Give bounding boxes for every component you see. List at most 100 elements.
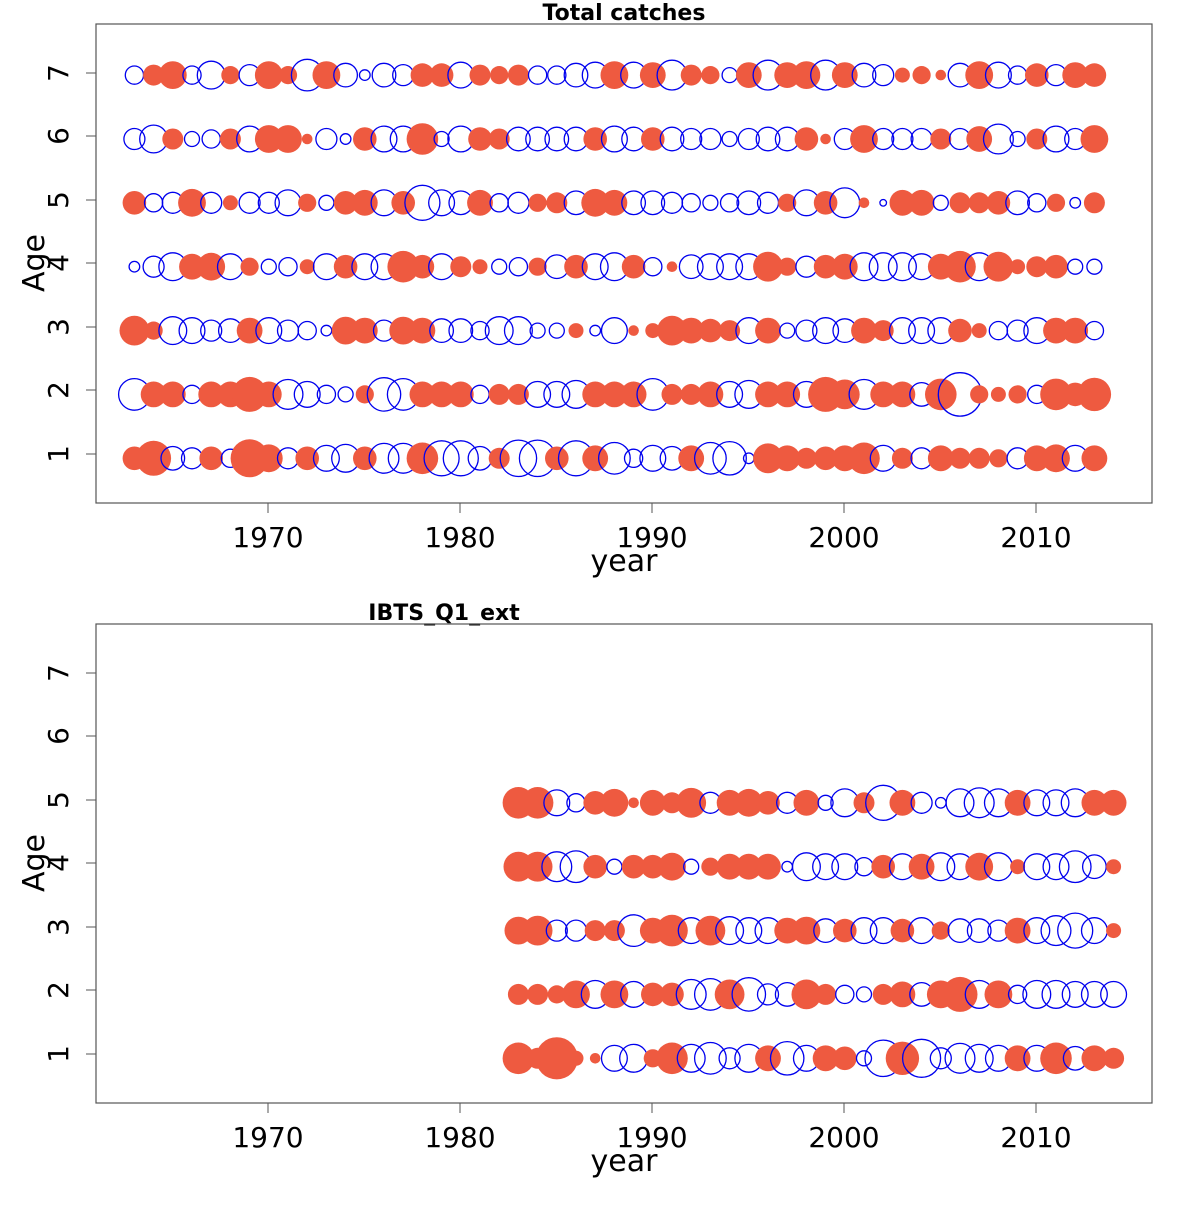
bubble-positive (1040, 1042, 1072, 1075)
bubble-negative (128, 260, 141, 273)
x-axis: 1970 1980 1990 2000 2010 year (232, 1102, 1072, 1179)
bubble-positive (528, 257, 547, 276)
bubble-negative (901, 1038, 942, 1078)
bubble-negative (1067, 258, 1084, 275)
bubble-positive (774, 445, 801, 472)
bubble-negative (910, 791, 933, 814)
bubble-positive (666, 261, 678, 273)
y-tick-label: 3 (42, 918, 75, 936)
bubble-positive (178, 188, 206, 217)
bubble-positive (1081, 445, 1108, 472)
bubble-positive (1042, 444, 1070, 473)
bubble-positive (488, 447, 510, 469)
bubble-negative (358, 69, 371, 82)
x-tick-label: 2010 (1000, 521, 1071, 554)
bubble-positive (564, 254, 588, 279)
bubble-positive (353, 127, 377, 151)
y-tick-label: 2 (42, 981, 75, 999)
bubble-positive (601, 381, 628, 408)
bubble-positive (312, 61, 341, 89)
bubble-negative (366, 377, 402, 412)
bubble-positive (848, 442, 880, 475)
bubble-positive (219, 128, 241, 150)
bubble-negative (702, 194, 719, 211)
bubble-negative (589, 324, 602, 337)
bubble-negative (563, 62, 589, 88)
bubble-positive (948, 318, 972, 343)
bubble-negative (721, 130, 738, 148)
bubble-negative (735, 917, 763, 945)
bubble-negative (888, 317, 916, 345)
bubble-positive (1083, 192, 1105, 214)
bubble-negative (721, 66, 738, 84)
bubble-positive (620, 381, 647, 408)
bubble-negative (1086, 258, 1103, 275)
bubble-positive (774, 917, 801, 944)
bubble-positive (119, 315, 150, 346)
panel-total-catches: Total catches 1970 1980 1990 2000 2010 y… (17, 1, 1153, 579)
bubble-negative (547, 65, 567, 85)
bubble-negative (716, 380, 744, 408)
bubble-negative (872, 63, 895, 87)
x-tick-label: 1990 (616, 521, 687, 554)
bubble-negative (1007, 984, 1028, 1005)
bubble-negative (623, 448, 644, 469)
bubble-negative (849, 252, 879, 282)
bubble-negative (675, 978, 707, 1010)
bubble-negative (200, 191, 223, 214)
bubble-positive (891, 447, 913, 469)
bubble-negative (693, 1041, 727, 1075)
bubble-positive (645, 323, 661, 339)
bubble-negative (719, 193, 740, 213)
bubble-positive (527, 983, 549, 1005)
bubble-positive (298, 193, 317, 212)
bubble-negative (1040, 915, 1072, 947)
bubble-negative (736, 190, 762, 216)
bubble-positive (755, 381, 781, 408)
bubble-negative (1084, 320, 1105, 341)
bubble-negative (683, 858, 700, 875)
bubble-negative (1022, 979, 1052, 1009)
bubble-negative (678, 254, 704, 280)
bubble-negative (1058, 850, 1092, 884)
bubble-negative (1023, 853, 1051, 881)
bubble-positive (792, 61, 821, 89)
bubble-positive (930, 128, 952, 150)
bubble-positive (661, 383, 683, 405)
bubble-positive (656, 914, 688, 947)
bubble-positive (793, 789, 820, 816)
bubble-negative (339, 133, 352, 145)
bubble-negative (795, 319, 818, 342)
bubble-positive (1004, 789, 1031, 816)
bubble-positive (450, 256, 472, 278)
y-tick-label: 5 (42, 191, 75, 209)
bubble-positive (968, 192, 990, 214)
bubble-negative (851, 62, 877, 88)
bubble-positive (621, 854, 646, 879)
x-tick-label: 1980 (424, 521, 495, 554)
bubble-positive (583, 791, 607, 815)
bubble-positive (871, 854, 895, 879)
y-tick-label: 2 (42, 381, 75, 399)
bubble-positive (621, 254, 646, 279)
bubble-positive (1077, 377, 1112, 412)
bubble-positive (406, 123, 439, 155)
bubble-positive (639, 789, 666, 816)
bubble-negative (600, 1044, 628, 1072)
bubble-negative (260, 258, 277, 275)
bubble-negative (984, 61, 1012, 89)
bubble-negative (742, 452, 755, 465)
bubble-positive (1062, 317, 1089, 344)
bubble-negative (318, 194, 335, 211)
bubble-positive (535, 1037, 578, 1080)
bubble-negative (812, 853, 840, 881)
bubble-negative (505, 126, 531, 152)
bubble-positive (756, 791, 780, 815)
y-axis-label: Age (17, 234, 52, 292)
bubble-positive (795, 447, 817, 469)
x-tick-label: 2000 (808, 1121, 879, 1154)
bubble-positive (820, 133, 831, 145)
bubble-positive (753, 251, 783, 282)
bubble-positive (791, 979, 822, 1010)
bubble-positive (833, 1046, 857, 1071)
